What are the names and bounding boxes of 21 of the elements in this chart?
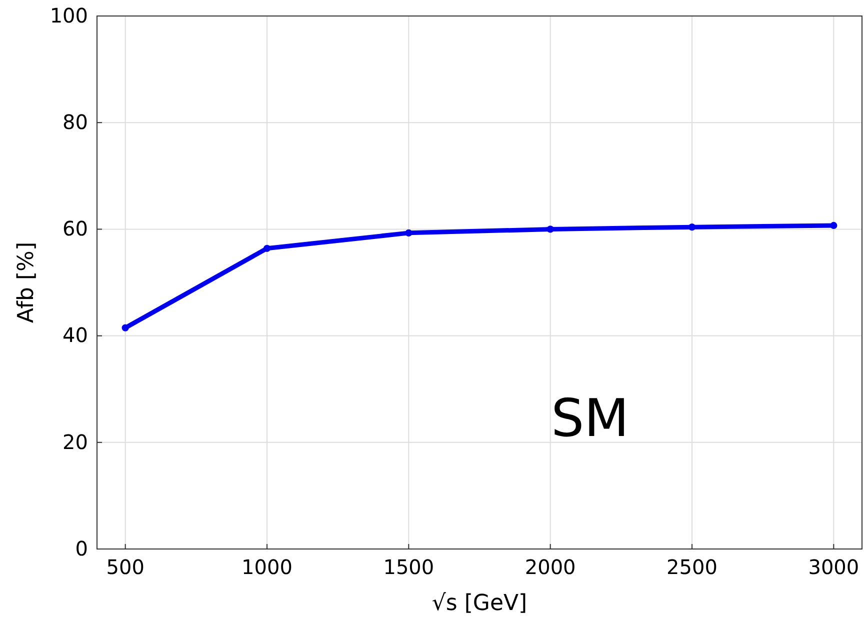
point [688, 224, 696, 231]
x-axis-title: √s [GeV] [432, 591, 528, 616]
x-tick-label: 3000 [808, 555, 860, 579]
annotation: SM [551, 389, 629, 449]
point [830, 222, 838, 230]
point [122, 324, 129, 332]
y-tick-label: 80 [62, 110, 88, 134]
point [263, 244, 271, 252]
y-axis-title: Afb [%] [14, 242, 39, 324]
x-tick-label: 1500 [383, 555, 434, 579]
x-tick-label: 500 [106, 555, 144, 579]
y-tick-label: 60 [62, 216, 88, 241]
y-tick-label: 0 [75, 536, 88, 560]
point [405, 229, 412, 236]
y-tick-label: 100 [50, 3, 88, 28]
x-tick-label: 1000 [242, 555, 292, 579]
point [546, 226, 554, 233]
x-tick-label: 2500 [666, 555, 718, 579]
y-tick-label: 40 [62, 323, 88, 348]
x-tick-label: 2000 [524, 555, 576, 579]
y-tick-label: 20 [62, 430, 88, 454]
